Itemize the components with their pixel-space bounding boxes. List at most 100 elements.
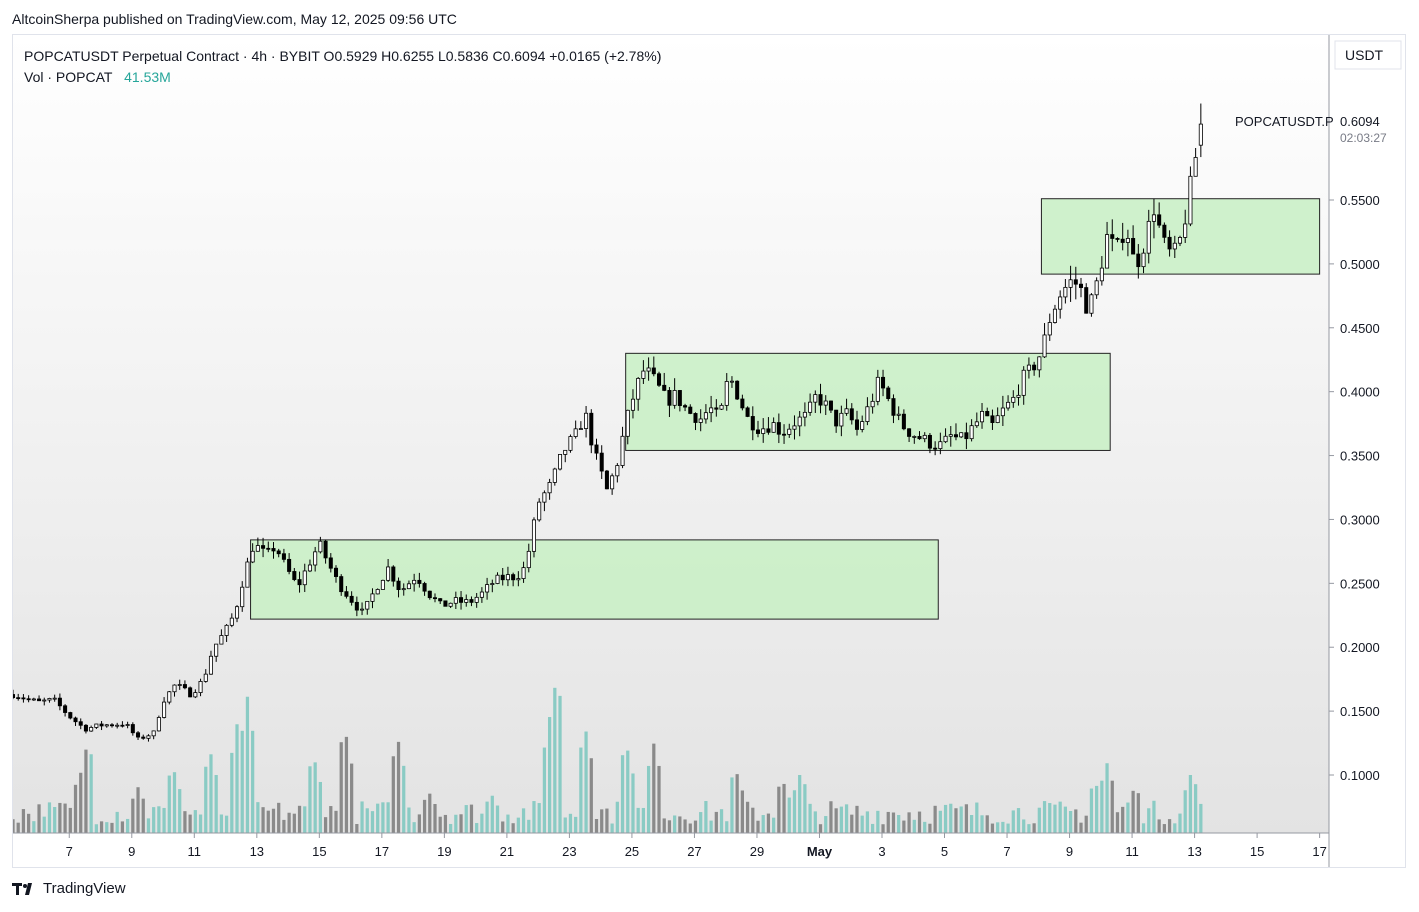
volume-bar <box>449 823 453 833</box>
volume-bar <box>344 736 349 833</box>
candle-body <box>31 698 36 701</box>
currency-label: USDT <box>1345 47 1384 63</box>
volume-bar <box>865 811 870 833</box>
volume-bar <box>1079 822 1083 833</box>
volume-bar <box>386 802 390 833</box>
volume-bar <box>907 812 911 833</box>
candle-body <box>573 428 578 437</box>
candle-body <box>349 595 354 603</box>
candle-body <box>745 407 750 417</box>
volume-bar <box>313 762 317 833</box>
volume-bar <box>167 775 171 833</box>
volume-bar <box>766 813 771 833</box>
candle-body <box>1047 322 1052 336</box>
volume-bar <box>469 804 474 833</box>
candle-body <box>250 550 255 563</box>
volume-bar <box>772 817 776 833</box>
candle-body <box>1026 364 1031 371</box>
volume-bar <box>964 804 969 833</box>
candlestick-chart[interactable]: 0.5500 0.5000 0.4500 0.4000 0.3500 0.3000 0.25… <box>13 35 1406 868</box>
x-tick-label: 11 <box>188 844 202 859</box>
y-tick-label: 0.5000 <box>1340 257 1380 272</box>
chart-panel[interactable]: 0.5500 0.5000 0.4500 0.4000 0.3500 0.3000 0.25… <box>12 34 1406 868</box>
volume-bar <box>391 756 395 833</box>
volume-bar <box>912 819 916 833</box>
volume-bar <box>1027 824 1031 833</box>
volume-bar <box>1173 823 1177 833</box>
last-price-label: 0.6094 <box>1340 114 1380 129</box>
candle-body <box>1193 157 1198 177</box>
candle-body <box>1000 407 1005 417</box>
candle-body <box>927 434 932 449</box>
volume-bar <box>563 817 567 833</box>
candle-body <box>1136 253 1141 268</box>
candle-body <box>620 435 625 466</box>
zone-range-3 <box>1040 198 1321 275</box>
candle-body <box>94 723 99 728</box>
candle-body <box>875 376 880 402</box>
volume-bar <box>667 820 672 833</box>
candle-body <box>177 684 182 686</box>
candle-body <box>224 624 229 636</box>
candle-body <box>459 597 464 603</box>
candle-body <box>823 400 828 406</box>
volume-bar <box>261 807 265 833</box>
candle-body <box>771 422 776 433</box>
volume-bar <box>141 798 145 833</box>
candle-body <box>818 394 823 406</box>
volume-bar <box>871 823 875 833</box>
volume-bar <box>110 822 114 833</box>
volume-bar <box>219 814 224 833</box>
volume-label: Vol · POPCAT <box>24 69 113 85</box>
candle-body <box>578 428 583 430</box>
candle-body <box>1068 279 1073 288</box>
candle-body <box>865 406 870 422</box>
candle-body <box>188 687 193 698</box>
candle-body <box>469 599 474 603</box>
candle-body <box>933 447 938 450</box>
candle-body <box>755 429 761 434</box>
volume-bar <box>652 743 656 833</box>
candle-body <box>719 404 724 410</box>
x-tick-label: 13 <box>250 844 264 859</box>
candle-body <box>141 736 146 739</box>
volume-bar <box>433 804 437 833</box>
volume-bar <box>798 775 802 833</box>
volume-bar <box>818 824 823 833</box>
volume-bar <box>923 821 927 833</box>
volume-bar <box>949 803 953 833</box>
candle-body <box>16 697 21 700</box>
x-tick-label: 17 <box>1312 844 1326 859</box>
candle-body <box>526 550 531 569</box>
volume-bar <box>79 772 83 833</box>
volume-bar <box>1147 808 1151 833</box>
tradingview-logo[interactable]: TradingView <box>12 880 126 897</box>
candle-body <box>683 405 688 408</box>
candle-body <box>1198 123 1203 146</box>
volume-bar <box>318 781 322 833</box>
candle-body <box>245 561 250 588</box>
x-tick-label: 21 <box>500 844 514 859</box>
candle-body <box>109 724 115 727</box>
y-tick-label: 0.4500 <box>1340 321 1380 336</box>
volume-bar <box>245 696 250 833</box>
volume-bar <box>47 802 52 833</box>
candle-body <box>1105 234 1110 269</box>
currency-button[interactable] <box>1334 40 1402 70</box>
volume-bar <box>68 807 72 833</box>
candle-body <box>427 590 432 599</box>
y-tick-label: 0.2500 <box>1340 576 1380 591</box>
volume-bar <box>21 809 26 833</box>
x-tick-label: 9 <box>1066 844 1073 859</box>
volume-bar <box>308 766 312 833</box>
candle-body <box>542 492 547 503</box>
candle-body <box>750 416 755 431</box>
volume-bar <box>1115 812 1120 833</box>
candle-body <box>344 591 349 597</box>
volume-bar <box>1121 806 1125 833</box>
volume-bar <box>1199 803 1203 833</box>
candle-body <box>808 401 813 413</box>
zone-range-1 <box>250 539 939 620</box>
candle-body <box>881 376 886 389</box>
volume-bar <box>725 821 729 833</box>
